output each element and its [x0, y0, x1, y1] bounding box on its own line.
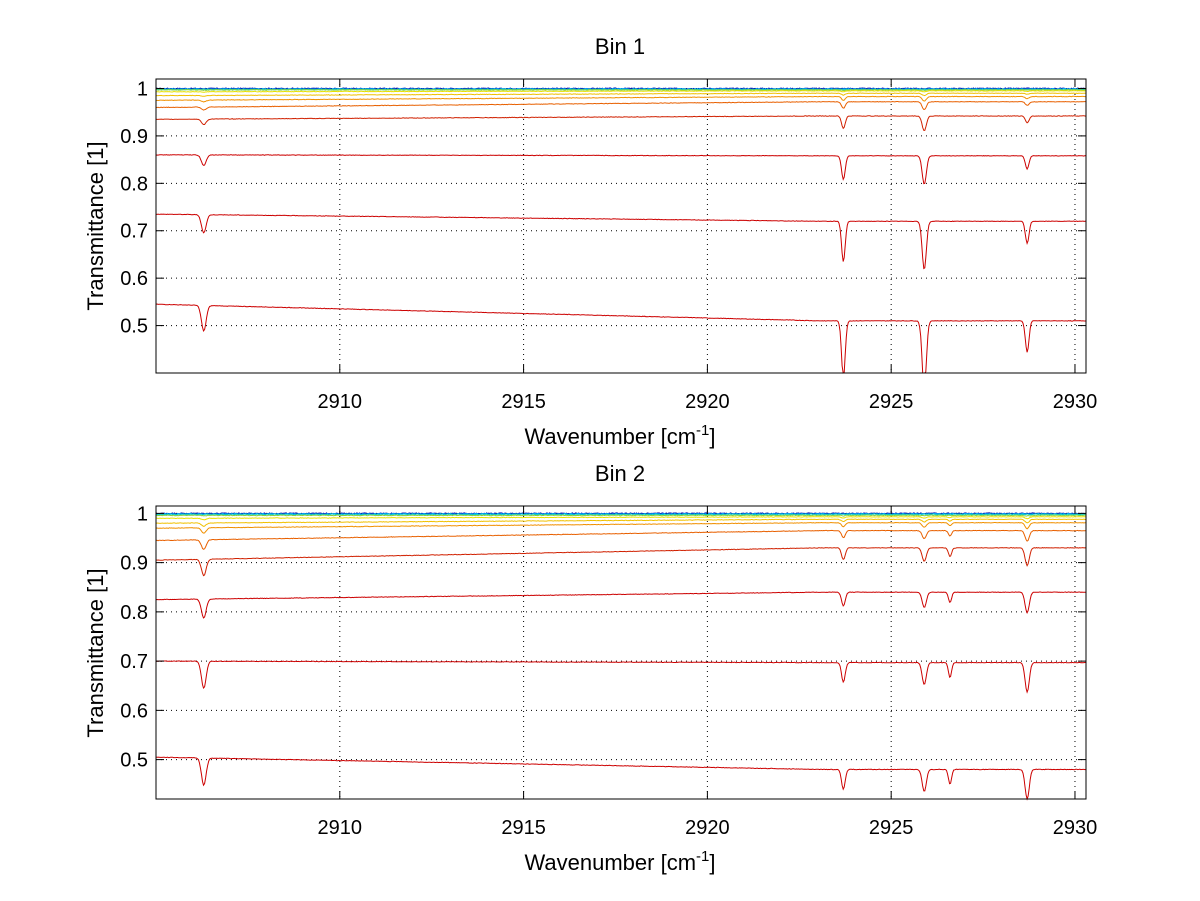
series-line — [155, 521, 1086, 534]
y-tick-label: 0.6 — [120, 268, 148, 290]
y-tick-label: 0.6 — [120, 700, 148, 722]
grid — [156, 79, 1086, 373]
series-line — [155, 213, 1087, 270]
series-group — [155, 512, 1087, 801]
x-tick-label: 2920 — [685, 817, 730, 839]
series-line — [155, 92, 1087, 97]
series-line — [155, 660, 1087, 694]
chart-title: Bin 2 — [595, 461, 645, 486]
x-tick-label: 2915 — [501, 817, 546, 839]
y-tick-label: 1 — [137, 503, 148, 525]
chart-bin-2: Bin 2 2910 2915 2920 2925 2930 0.50.60.70.80… — [83, 461, 1097, 875]
x-axis-ticks: 2910 2915 2920 2925 2930 — [318, 79, 1098, 413]
chart-bin-1: Bin 1 2910 2915 2920 2925 2930 0.50.60.70.80… — [83, 34, 1097, 449]
series-line — [156, 516, 1087, 521]
series-group — [155, 87, 1087, 374]
series-line — [155, 591, 1087, 619]
x-tick-label: 2925 — [869, 391, 914, 413]
x-tick-label: 2920 — [685, 391, 730, 413]
series-line — [156, 89, 1087, 92]
series-line — [155, 115, 1087, 131]
series-line — [155, 547, 1087, 577]
y-tick-label: 0.9 — [120, 126, 148, 148]
x-axis-label: Wavenumber [cm-1] — [524, 848, 715, 875]
x-tick-label: 2910 — [318, 391, 363, 413]
plot-frame — [155, 78, 1087, 374]
x-tick-label: 2930 — [1053, 391, 1098, 413]
y-tick-label: 0.7 — [120, 221, 148, 243]
y-axis-label: Transmittance [1] — [83, 568, 108, 737]
y-tick-label: 0.5 — [120, 316, 148, 338]
x-axis-ticks: 2910 2915 2920 2925 2930 — [318, 506, 1098, 839]
x-tick-label: 2910 — [318, 817, 363, 839]
y-tick-label: 1 — [137, 78, 148, 100]
series-line — [155, 303, 1086, 374]
plot-frame — [155, 505, 1087, 800]
y-tick-label: 0.9 — [120, 553, 148, 575]
x-axis-label-end: ] — [709, 850, 715, 875]
y-axis-ticks: 0.5 0.6 0.7 0.8 0.9 1 — [120, 78, 1086, 338]
y-tick-label: 0.5 — [120, 750, 148, 772]
series-line — [155, 100, 1086, 111]
x-axis-label-superscript: -1 — [696, 848, 709, 865]
y-axis-label: Transmittance [1] — [83, 141, 108, 310]
series-line — [155, 154, 1087, 185]
series-line — [155, 756, 1086, 801]
x-axis-label-superscript: -1 — [696, 422, 709, 439]
x-tick-label: 2925 — [869, 817, 914, 839]
chart-title: Bin 1 — [595, 34, 645, 59]
x-axis-label-text: Wavenumber [cm — [524, 424, 696, 449]
y-tick-label: 0.8 — [120, 602, 148, 624]
series-line — [155, 90, 1087, 93]
x-tick-label: 2915 — [501, 391, 546, 413]
grid — [156, 506, 1086, 799]
x-axis-label: Wavenumber [cm-1] — [524, 422, 715, 449]
x-tick-label: 2930 — [1053, 817, 1098, 839]
x-axis-label-end: ] — [709, 424, 715, 449]
y-tick-label: 0.8 — [120, 173, 148, 195]
y-axis-ticks: 0.5 0.6 0.7 0.8 0.9 1 — [120, 503, 1086, 772]
series-line — [156, 95, 1086, 103]
series-line — [155, 518, 1086, 527]
y-tick-label: 0.7 — [120, 651, 148, 673]
series-line — [155, 514, 1087, 517]
series-line — [155, 513, 1087, 516]
series-line — [155, 529, 1087, 550]
x-axis-label-text: Wavenumber [cm — [524, 850, 696, 875]
